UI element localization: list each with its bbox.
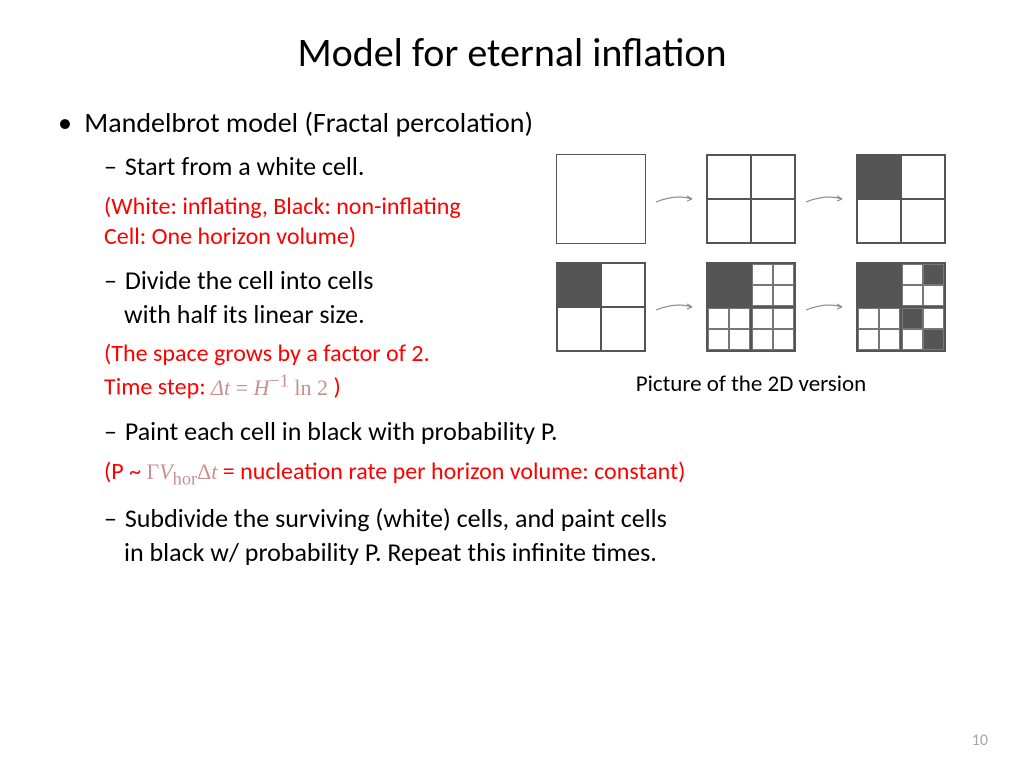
note3-post: = nucleation rate per horizon volume: co…	[217, 457, 685, 486]
step2a: Divide the cell into cells	[125, 264, 374, 296]
step2b: with half its linear size.	[124, 298, 365, 330]
step-3-note: (P ~ ΓVhorΔt = nucleation rate per horiz…	[104, 457, 976, 490]
grid-2x2-tl-black	[856, 154, 946, 244]
page-number: 10	[972, 731, 988, 750]
arrow-icon	[654, 298, 698, 316]
grid-2x2-white	[706, 154, 796, 244]
note3-pre: (P ~	[104, 457, 146, 486]
diagram-column: Picture of the 2D version	[526, 150, 976, 415]
step-1: Start from a white cell.	[104, 150, 518, 184]
diagram-row-2	[526, 262, 976, 352]
bullet-level1: Mandelbrot model (Fractal percolation)	[58, 105, 976, 140]
formula-dt: Δt = H−1 ln 2	[211, 375, 328, 400]
step-2-note: (The space grows by a factor of 2. Time …	[104, 339, 518, 402]
note2a: (The space grows by a factor of 2.	[104, 339, 430, 368]
arrow-icon	[804, 298, 848, 316]
arrow-icon	[804, 190, 848, 208]
note2b-pre: Time step:	[104, 373, 211, 402]
slide-title: Model for eternal inflation	[48, 28, 976, 77]
grid-mixed-subdiv	[706, 262, 796, 352]
grid-single-white	[556, 154, 646, 244]
slide: Model for eternal inflation Mandelbrot m…	[0, 0, 1024, 768]
step-2: Divide the cell into cells with half its…	[104, 264, 518, 332]
note2b-post: )	[328, 373, 341, 402]
arrow-icon	[654, 190, 698, 208]
text-column: Start from a white cell. (White: inflati…	[48, 150, 518, 415]
diagram-caption: Picture of the 2D version	[526, 370, 976, 398]
diagram-row-1	[526, 154, 976, 244]
step-4: Subdivide the surviving (white) cells, a…	[104, 502, 976, 570]
step-3: Paint each cell in black with probabilit…	[104, 415, 976, 449]
step-1-note: (White: inflating, Black: non-inflating …	[104, 192, 518, 252]
grid-mixed-painted	[856, 262, 946, 352]
content-row-1: Start from a white cell. (White: inflati…	[48, 150, 976, 415]
note1a: (White: inflating, Black: non-inflating	[104, 192, 461, 221]
step4a: Subdivide the surviving (white) cells, a…	[125, 502, 667, 534]
note1b: Cell: One horizon volume)	[104, 222, 356, 251]
formula-gamma: ΓVhorΔt	[146, 459, 217, 484]
grid-2x2-tl-black-b	[556, 262, 646, 352]
step4b: in black w/ probability P. Repeat this i…	[124, 536, 657, 568]
